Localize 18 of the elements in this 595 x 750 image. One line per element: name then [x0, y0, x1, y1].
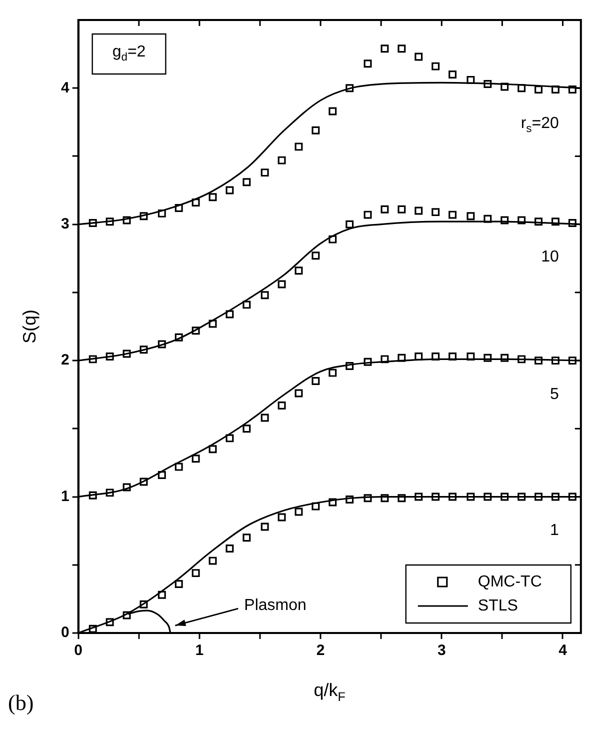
x-tick-label: 2 [316, 642, 325, 660]
annotation: 5 [550, 386, 559, 403]
y-axis-title: S(q) [19, 309, 40, 344]
x-tick-label: 3 [437, 642, 446, 660]
legend-label: STLS [478, 597, 518, 614]
annotation: 1 [550, 522, 559, 540]
legend-label: QMC-TC [478, 573, 542, 590]
y-tick-label: 2 [61, 352, 70, 369]
annotation: Plasmon [244, 596, 306, 614]
y-tick-label: 4 [61, 79, 70, 96]
y-tick-label: 3 [61, 215, 70, 232]
x-tick-label: 1 [195, 642, 204, 660]
x-tick-label: 4 [558, 642, 568, 660]
y-tick-label: 1 [61, 488, 70, 505]
x-tick-label: 0 [74, 642, 83, 660]
text: (b) [8, 690, 34, 715]
annotation: 10 [541, 248, 559, 266]
y-tick-label: 0 [61, 624, 70, 642]
